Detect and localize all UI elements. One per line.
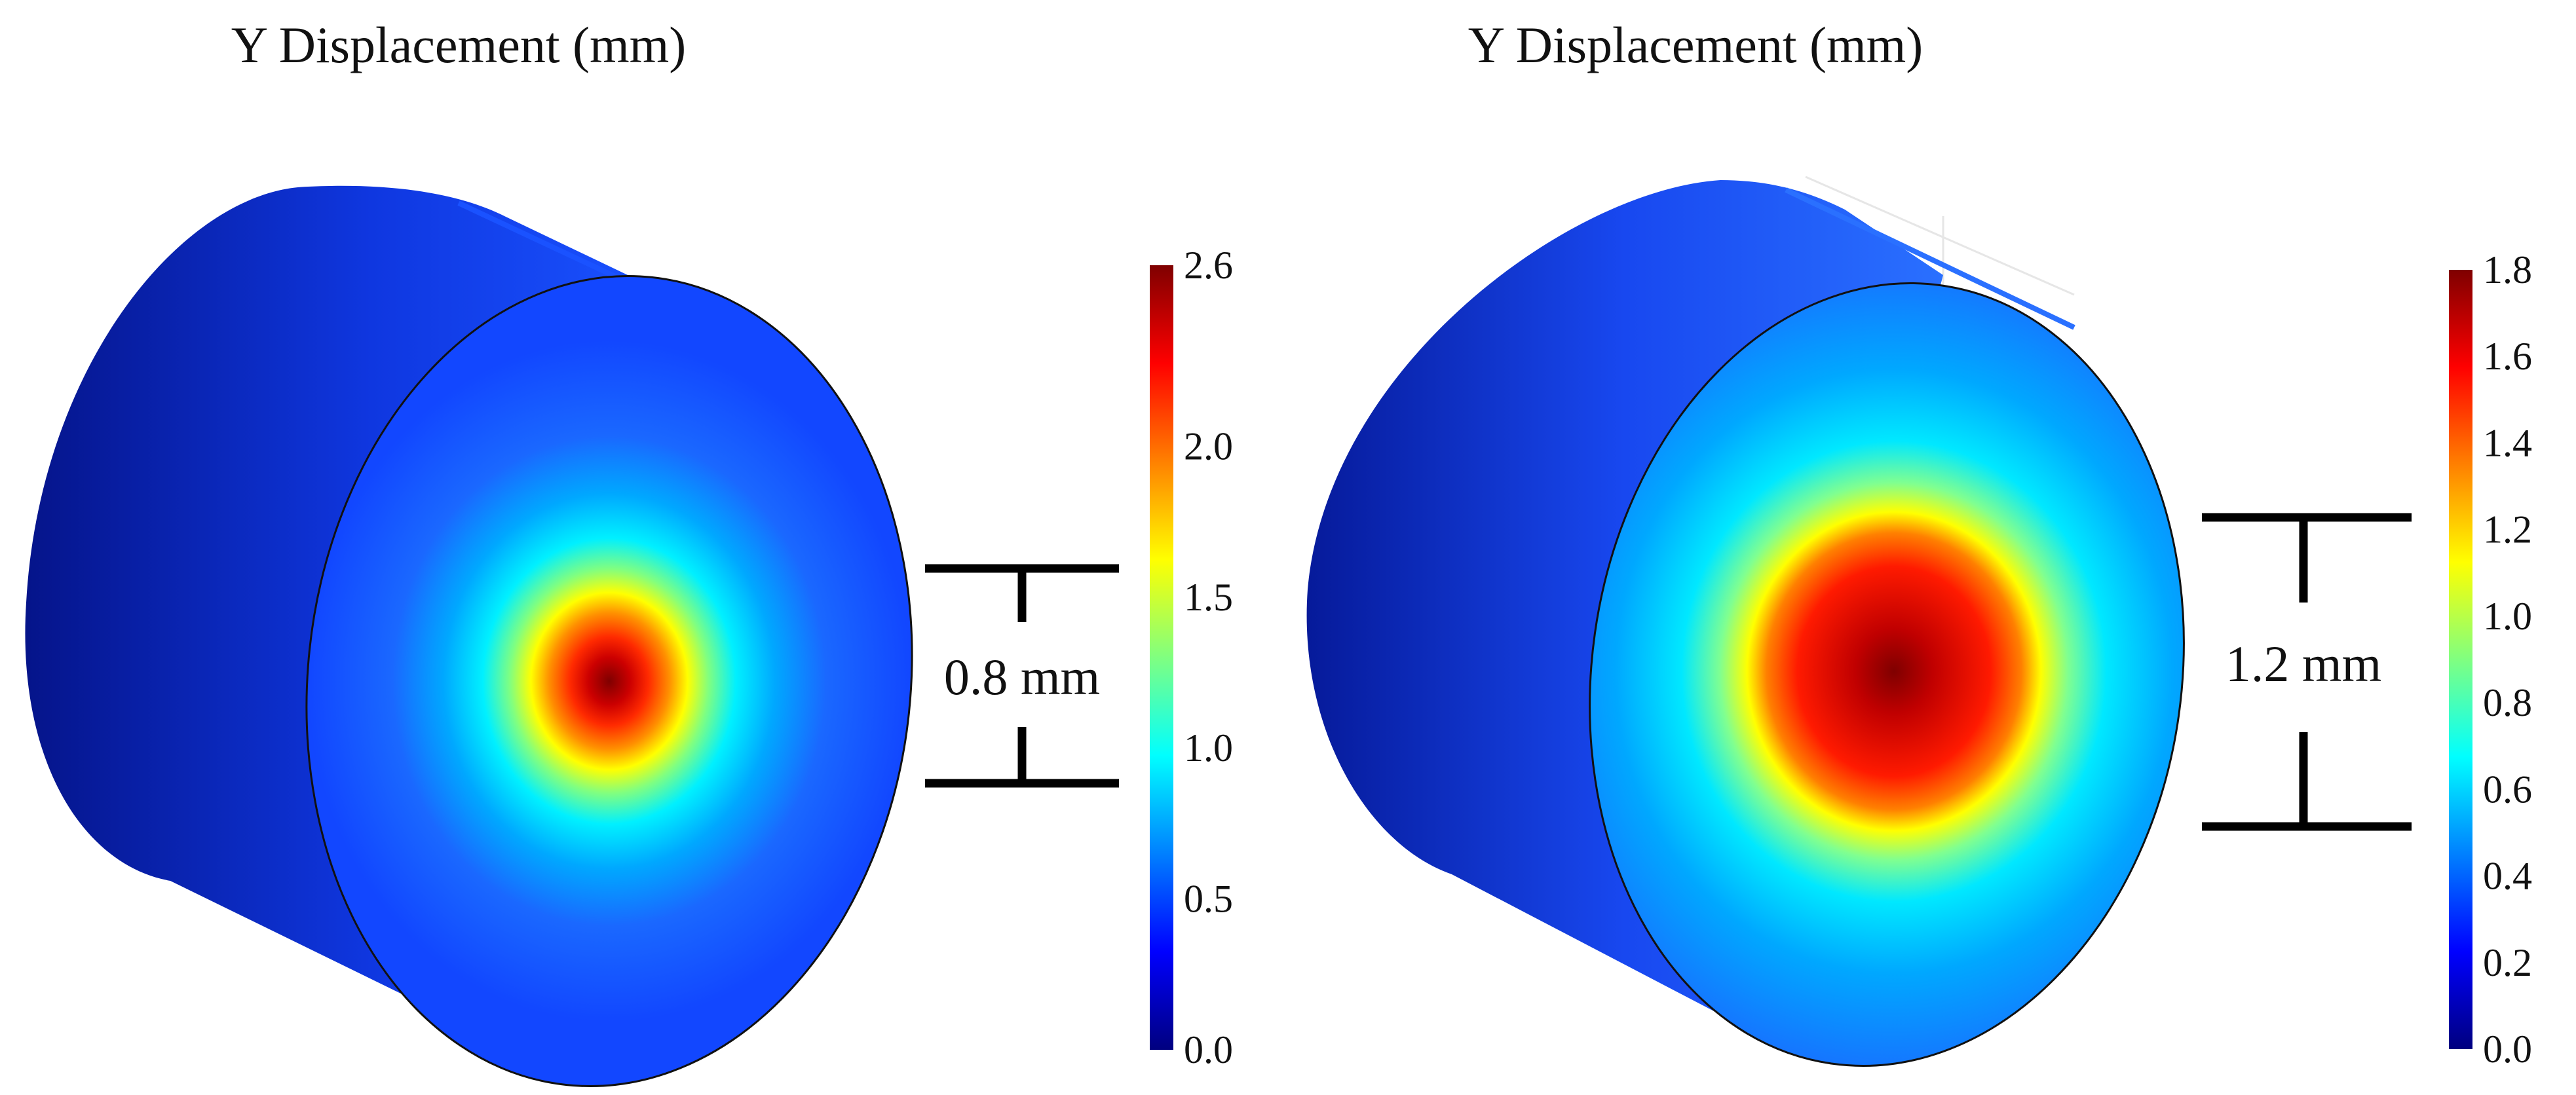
panel-title: Y Displacement (mm) (231, 16, 687, 73)
colorbar-tick-label: 0.0 (1184, 1028, 1233, 1071)
measurement-bracket (925, 564, 1119, 788)
colorbar-tick-label: 0.6 (2483, 768, 2532, 811)
measurement-label: 0.8 mm (944, 648, 1100, 705)
right-figure: Y Displacement (mm) 1.2 mm 0.00.20.40.60… (1306, 16, 2532, 1090)
colorbar-tick-label: 0.5 (1184, 878, 1233, 921)
colorbar-tick-label: 2.0 (1184, 424, 1233, 468)
colorbar-tick-label: 2.6 (1184, 244, 1233, 287)
front-face-outline (305, 275, 913, 1087)
panel-title: Y Displacement (mm) (1468, 16, 1923, 73)
colorbar-tick-label: 1.6 (2483, 335, 2532, 378)
displacement-hotspot (308, 341, 911, 1022)
left-panel: Y Displacement (mm) 0.8 mm 0.0 0.5 1.0 1.5 2… (25, 16, 1233, 1087)
colorbar-tick-label: 0.2 (2483, 941, 2532, 984)
displacement-hotspot (1540, 252, 2234, 1090)
colorbar-tick-label: 0.8 (2483, 681, 2532, 724)
colorbar (2449, 270, 2472, 1049)
measurement-bracket (2202, 513, 2412, 831)
colorbar (1150, 265, 1173, 1050)
colorbar-ticks: 0.0 0.5 1.0 1.5 2.0 2.6 (1184, 244, 1233, 1071)
right-panel: Y Displacement (mm) 1.2 mm 0.0 0.2 0.4 0.6 0… (1288, 0, 2576, 1095)
left-figure: Y Displacement (mm) 0.8 mm 0.0 0.5 1.0 1.5 2… (25, 16, 1233, 1087)
colorbar-tick-label: 1.0 (1184, 726, 1233, 770)
colorbar-ticks: 0.0 0.2 0.4 0.6 0.8 1.0 1.2 1.4 1.6 1.8 (2483, 248, 2532, 1071)
colorbar-tick-label: 1.0 (2483, 595, 2532, 638)
cylinder-top-edge (1785, 187, 2075, 330)
colorbar-tick-label: 1.4 (2483, 421, 2532, 464)
colorbar-tick-label: 0.0 (2483, 1028, 2532, 1071)
colorbar-tick-label: 1.2 (2483, 508, 2532, 551)
colorbar-tick-label: 0.4 (2483, 855, 2532, 898)
colorbar-tick-label: 1.8 (2483, 248, 2532, 291)
measurement-label: 1.2 mm (2226, 635, 2381, 692)
colorbar-tick-label: 1.5 (1184, 576, 1233, 619)
front-face-outline (1589, 282, 2185, 1067)
